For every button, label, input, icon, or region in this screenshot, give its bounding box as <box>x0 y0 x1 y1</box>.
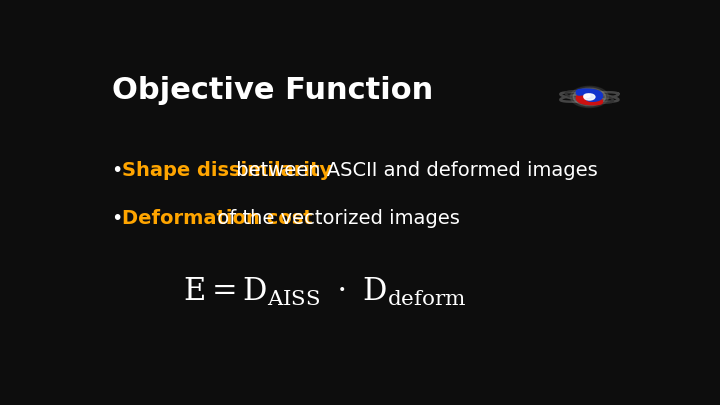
Circle shape <box>573 88 606 106</box>
Text: Shape dissimilarity: Shape dissimilarity <box>122 161 333 180</box>
Text: •: • <box>111 209 122 228</box>
Text: Objective Function: Objective Function <box>112 76 433 105</box>
Text: between ASCII and deformed images: between ASCII and deformed images <box>230 161 598 180</box>
Circle shape <box>570 86 608 108</box>
Circle shape <box>578 91 600 103</box>
Text: $\mathrm{E} = \mathrm{D}_{\mathrm{AISS}}\ \cdot\ \mathrm{D}_{\mathrm{deform}}$: $\mathrm{E} = \mathrm{D}_{\mathrm{AISS}}… <box>183 276 466 308</box>
Circle shape <box>584 94 595 100</box>
Text: of the vectorized images: of the vectorized images <box>210 209 459 228</box>
Text: •: • <box>111 161 122 180</box>
Text: Deformation cost: Deformation cost <box>122 209 313 228</box>
Circle shape <box>584 94 590 98</box>
